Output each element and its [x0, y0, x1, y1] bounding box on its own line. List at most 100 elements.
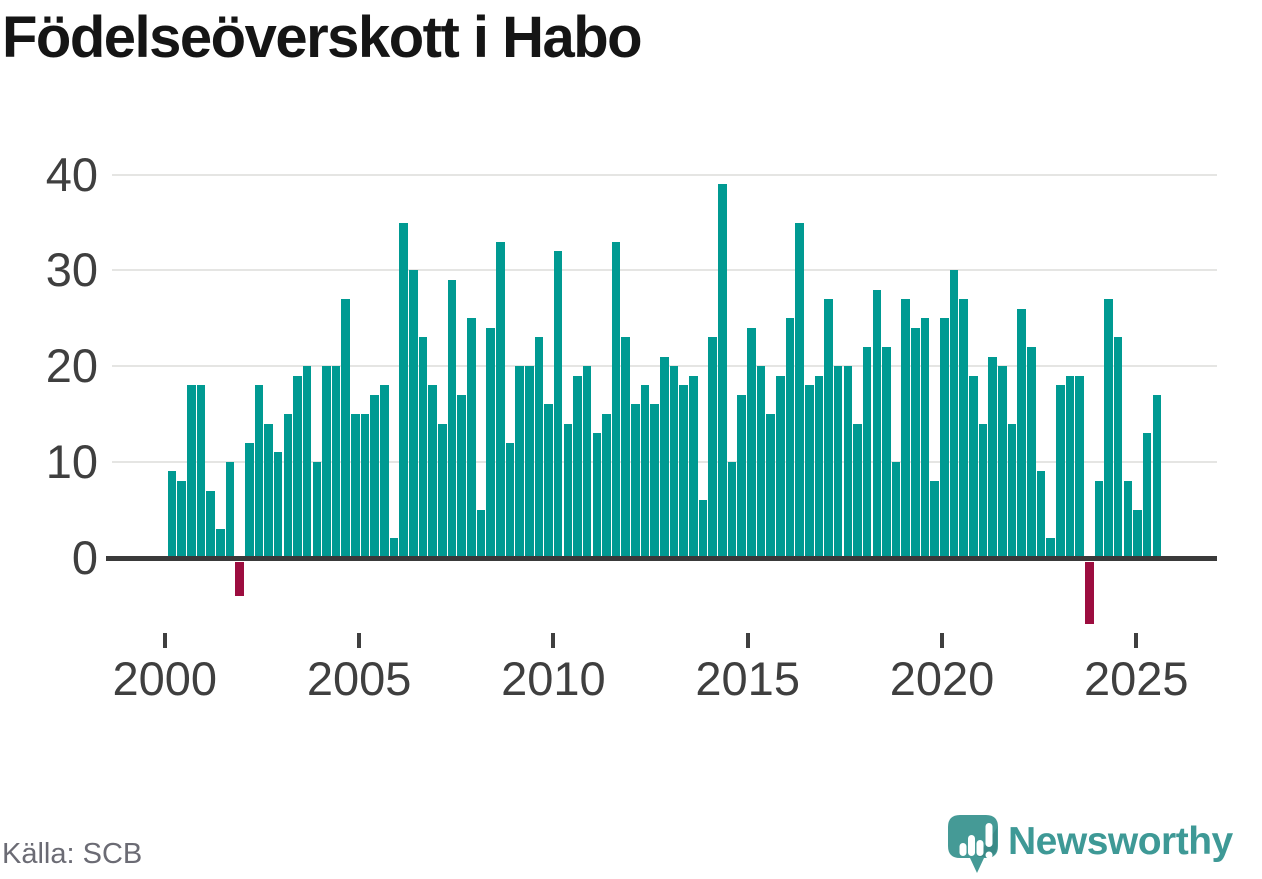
x-axis-tick-2000: [162, 633, 167, 648]
bar-2018-Q2: [872, 289, 882, 558]
bar-2005-Q2: [370, 394, 380, 558]
bar-2014-Q1: [708, 337, 717, 558]
bar-2009-Q3: [534, 337, 544, 558]
y-axis-label-10: 10: [45, 434, 98, 488]
x-axis-tick-2025: [1134, 633, 1139, 648]
bar-2001-Q1: [206, 490, 215, 558]
bar-2020-Q3: [959, 299, 968, 558]
bar-2024-Q4: [1123, 480, 1133, 558]
bar-2002-Q3: [264, 423, 273, 558]
y-axis-label-30: 30: [45, 243, 98, 297]
x-axis-tick-2010: [551, 633, 556, 648]
y-axis-label-40: 40: [45, 147, 98, 201]
bar-2014-Q4: [737, 394, 746, 558]
x-axis-label-2020: 2020: [889, 652, 995, 705]
bar-2003-Q3: [302, 366, 312, 558]
bar-2009-Q4: [544, 404, 553, 558]
bar-2003-Q1: [283, 413, 293, 558]
bar-2017-Q1: [824, 299, 833, 558]
bar-2016-Q4: [814, 375, 824, 558]
bar-2012-Q1: [631, 404, 640, 558]
bar-2017-Q2: [833, 366, 843, 558]
y-axis-label-0: 0: [71, 530, 98, 584]
bar-2000-Q4: [196, 385, 206, 558]
bar-2019-Q3: [920, 318, 930, 558]
bar-2002-Q1: [244, 442, 254, 558]
bar-2022-Q1: [1017, 308, 1026, 558]
bar-2013-Q4: [698, 500, 708, 558]
bar-2008-Q1: [476, 509, 486, 558]
bar-2021-Q4: [1007, 423, 1017, 558]
bar-2005-Q4: [389, 538, 399, 558]
bar-2001-Q2: [215, 528, 225, 558]
x-axis-label-2025: 2025: [1084, 652, 1189, 705]
x-axis-tick-2020: [940, 633, 944, 648]
x-axis-label-2015: 2015: [695, 652, 800, 705]
bar-2003-Q2: [293, 375, 302, 558]
bar-2004-Q3: [341, 299, 351, 558]
bar-2008-Q2: [486, 327, 495, 558]
bar-2018-Q3: [882, 346, 891, 558]
bar-2010-Q2: [563, 423, 573, 558]
bar-2014-Q3: [727, 461, 737, 558]
bar-2021-Q1: [978, 423, 988, 558]
bar-2024-Q2: [1104, 299, 1113, 558]
x-axis-zero-line: [106, 555, 1217, 561]
bar-2001-Q4: [235, 561, 244, 596]
chart-title: Födelseöverskott i Habo: [2, 5, 643, 70]
bar-2007-Q3: [457, 394, 466, 558]
bar-2015-Q3: [766, 413, 775, 558]
bar-2004-Q1: [322, 366, 331, 558]
bar-2004-Q2: [331, 366, 341, 558]
gridline-y-40: [112, 173, 1217, 176]
bar-2006-Q1: [399, 222, 408, 558]
bar-2006-Q3: [418, 337, 428, 558]
bar-2012-Q3: [650, 404, 660, 558]
x-axis-tick-2015: [745, 633, 750, 648]
bar-2021-Q3: [998, 366, 1007, 558]
bar-2019-Q1: [901, 299, 911, 558]
bar-2011-Q3: [611, 241, 621, 558]
bar-2017-Q4: [853, 423, 862, 558]
bar-2003-Q4: [312, 461, 322, 558]
bar-2023-Q1: [1055, 385, 1065, 558]
bar-2009-Q1: [515, 366, 524, 558]
newsworthy-wordmark: Newsworthy: [1008, 820, 1233, 863]
bar-2016-Q2: [795, 222, 804, 558]
bar-2014-Q2: [718, 184, 727, 558]
bar-2023-Q3: [1075, 375, 1084, 558]
bar-2006-Q4: [428, 385, 437, 558]
newsworthy-logo-icon: [948, 815, 998, 873]
bar-2018-Q1: [862, 346, 872, 558]
bar-2013-Q2: [679, 385, 688, 558]
bar-2022-Q2: [1026, 346, 1036, 558]
bar-2013-Q3: [689, 375, 698, 558]
bar-2012-Q2: [640, 385, 650, 558]
bar-2001-Q3: [225, 461, 235, 558]
bar-2005-Q1: [360, 413, 370, 558]
bar-2015-Q1: [747, 327, 756, 558]
bar-2019-Q2: [911, 327, 920, 558]
bar-2020-Q1: [940, 318, 949, 558]
bar-2010-Q3: [573, 375, 582, 558]
bar-2019-Q4: [930, 480, 940, 558]
bar-2002-Q2: [254, 385, 264, 558]
bar-2012-Q4: [660, 356, 669, 558]
bar-2006-Q2: [409, 270, 418, 558]
bar-2025-Q3: [1152, 394, 1162, 558]
bar-2007-Q1: [438, 423, 447, 558]
bar-2011-Q4: [621, 337, 631, 558]
x-axis-label-2005: 2005: [306, 652, 412, 705]
bar-2015-Q4: [775, 375, 785, 558]
bar-2004-Q4: [351, 413, 360, 558]
bar-2015-Q2: [756, 366, 766, 558]
bar-2013-Q1: [669, 366, 679, 558]
bar-2009-Q2: [524, 366, 534, 558]
bar-2008-Q3: [495, 241, 505, 558]
x-axis-label-2010: 2010: [501, 652, 606, 705]
bar-2023-Q2: [1065, 375, 1075, 558]
bar-2017-Q3: [843, 366, 853, 558]
bar-2020-Q4: [969, 375, 978, 558]
bar-2023-Q4: [1084, 561, 1094, 625]
